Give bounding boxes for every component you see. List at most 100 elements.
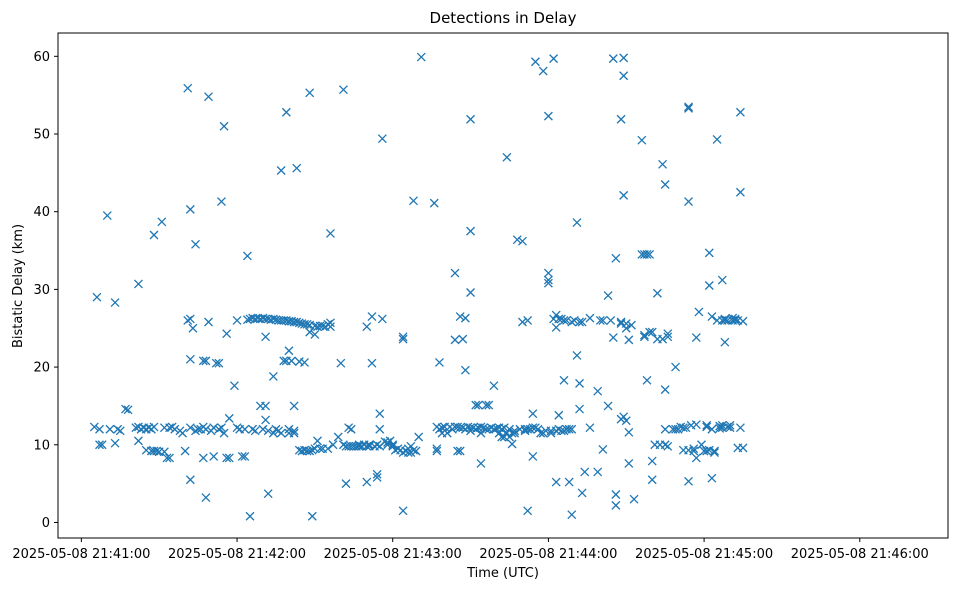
data-point <box>157 217 167 227</box>
data-point <box>229 381 239 391</box>
data-point <box>626 320 636 330</box>
data-point <box>681 423 691 433</box>
data-point <box>580 467 590 477</box>
y-tick-label: 30 <box>33 283 50 298</box>
data-point <box>489 424 499 434</box>
data-point <box>593 386 603 396</box>
data-point <box>180 446 190 456</box>
data-point <box>287 356 296 366</box>
data-point <box>411 446 421 456</box>
data-point <box>624 458 634 468</box>
data-point <box>715 421 725 431</box>
data-point <box>694 307 704 317</box>
data-point <box>284 424 294 434</box>
data-point <box>323 444 333 454</box>
data-point <box>598 316 608 325</box>
data-point <box>717 275 727 285</box>
data-point <box>735 423 745 433</box>
data-point <box>338 440 348 450</box>
data-point <box>372 469 382 479</box>
data-point <box>702 422 712 432</box>
data-point <box>691 420 701 430</box>
data-point <box>585 313 595 323</box>
data-point <box>497 424 507 434</box>
data-point <box>185 354 195 364</box>
data-point <box>543 111 553 121</box>
data-point <box>289 428 299 438</box>
data-point <box>460 365 470 375</box>
data-point <box>738 316 748 326</box>
data-point <box>489 381 499 391</box>
data-point <box>377 134 387 144</box>
data-point <box>133 436 143 446</box>
data-point <box>388 440 398 450</box>
y-tick-label: 60 <box>33 50 50 65</box>
data-point <box>149 422 159 432</box>
data-point <box>619 412 629 422</box>
data-points <box>89 52 748 521</box>
data-point <box>294 318 304 328</box>
data-point <box>556 426 566 436</box>
data-point <box>689 444 699 454</box>
data-point <box>611 500 621 510</box>
data-point <box>525 424 535 434</box>
data-point <box>660 424 670 434</box>
chart-title: Detections in Delay <box>430 9 577 27</box>
data-point <box>292 317 302 327</box>
data-point <box>510 426 520 436</box>
data-point <box>559 316 569 325</box>
data-point <box>512 235 522 245</box>
data-point <box>647 475 657 485</box>
data-point <box>528 451 538 461</box>
data-point <box>434 424 444 434</box>
data-point <box>300 357 309 367</box>
data-point <box>543 278 553 288</box>
data-point <box>689 446 699 456</box>
data-point <box>261 415 271 425</box>
data-point <box>123 405 133 415</box>
data-point <box>165 453 175 463</box>
data-point <box>551 322 561 332</box>
data-point <box>307 445 317 455</box>
data-point <box>460 313 470 323</box>
data-point <box>608 333 618 343</box>
data-point <box>559 375 569 385</box>
data-point <box>271 424 281 434</box>
data-point <box>258 424 268 434</box>
data-point <box>393 444 403 454</box>
data-point <box>354 441 364 451</box>
data-point <box>367 312 377 322</box>
data-point <box>429 198 439 208</box>
data-point <box>113 424 123 434</box>
data-point <box>551 310 561 320</box>
data-point <box>702 420 712 430</box>
data-point <box>453 446 463 456</box>
data-point <box>162 453 172 463</box>
data-point <box>328 440 338 450</box>
data-point <box>455 446 465 456</box>
data-point <box>209 451 219 461</box>
data-point <box>224 453 234 463</box>
data-point <box>362 441 372 451</box>
data-point <box>372 440 382 450</box>
y-tick-label: 10 <box>33 438 50 453</box>
x-tick-label: 2025-05-08 21:42:00 <box>168 547 306 562</box>
data-point <box>473 400 483 410</box>
data-point <box>204 92 213 102</box>
data-point <box>185 423 195 433</box>
data-point <box>554 410 564 420</box>
data-point <box>250 426 260 436</box>
data-point <box>450 335 460 345</box>
data-point <box>149 230 159 240</box>
data-point <box>310 329 320 339</box>
data-point <box>362 322 372 332</box>
data-point <box>89 422 99 432</box>
data-point <box>217 197 226 207</box>
data-point <box>575 404 585 414</box>
data-point <box>556 314 566 324</box>
x-tick-label: 2025-05-08 21:41:00 <box>12 547 150 562</box>
data-point <box>362 477 372 487</box>
data-point <box>178 428 188 438</box>
data-point <box>364 440 374 450</box>
data-point <box>554 424 564 434</box>
